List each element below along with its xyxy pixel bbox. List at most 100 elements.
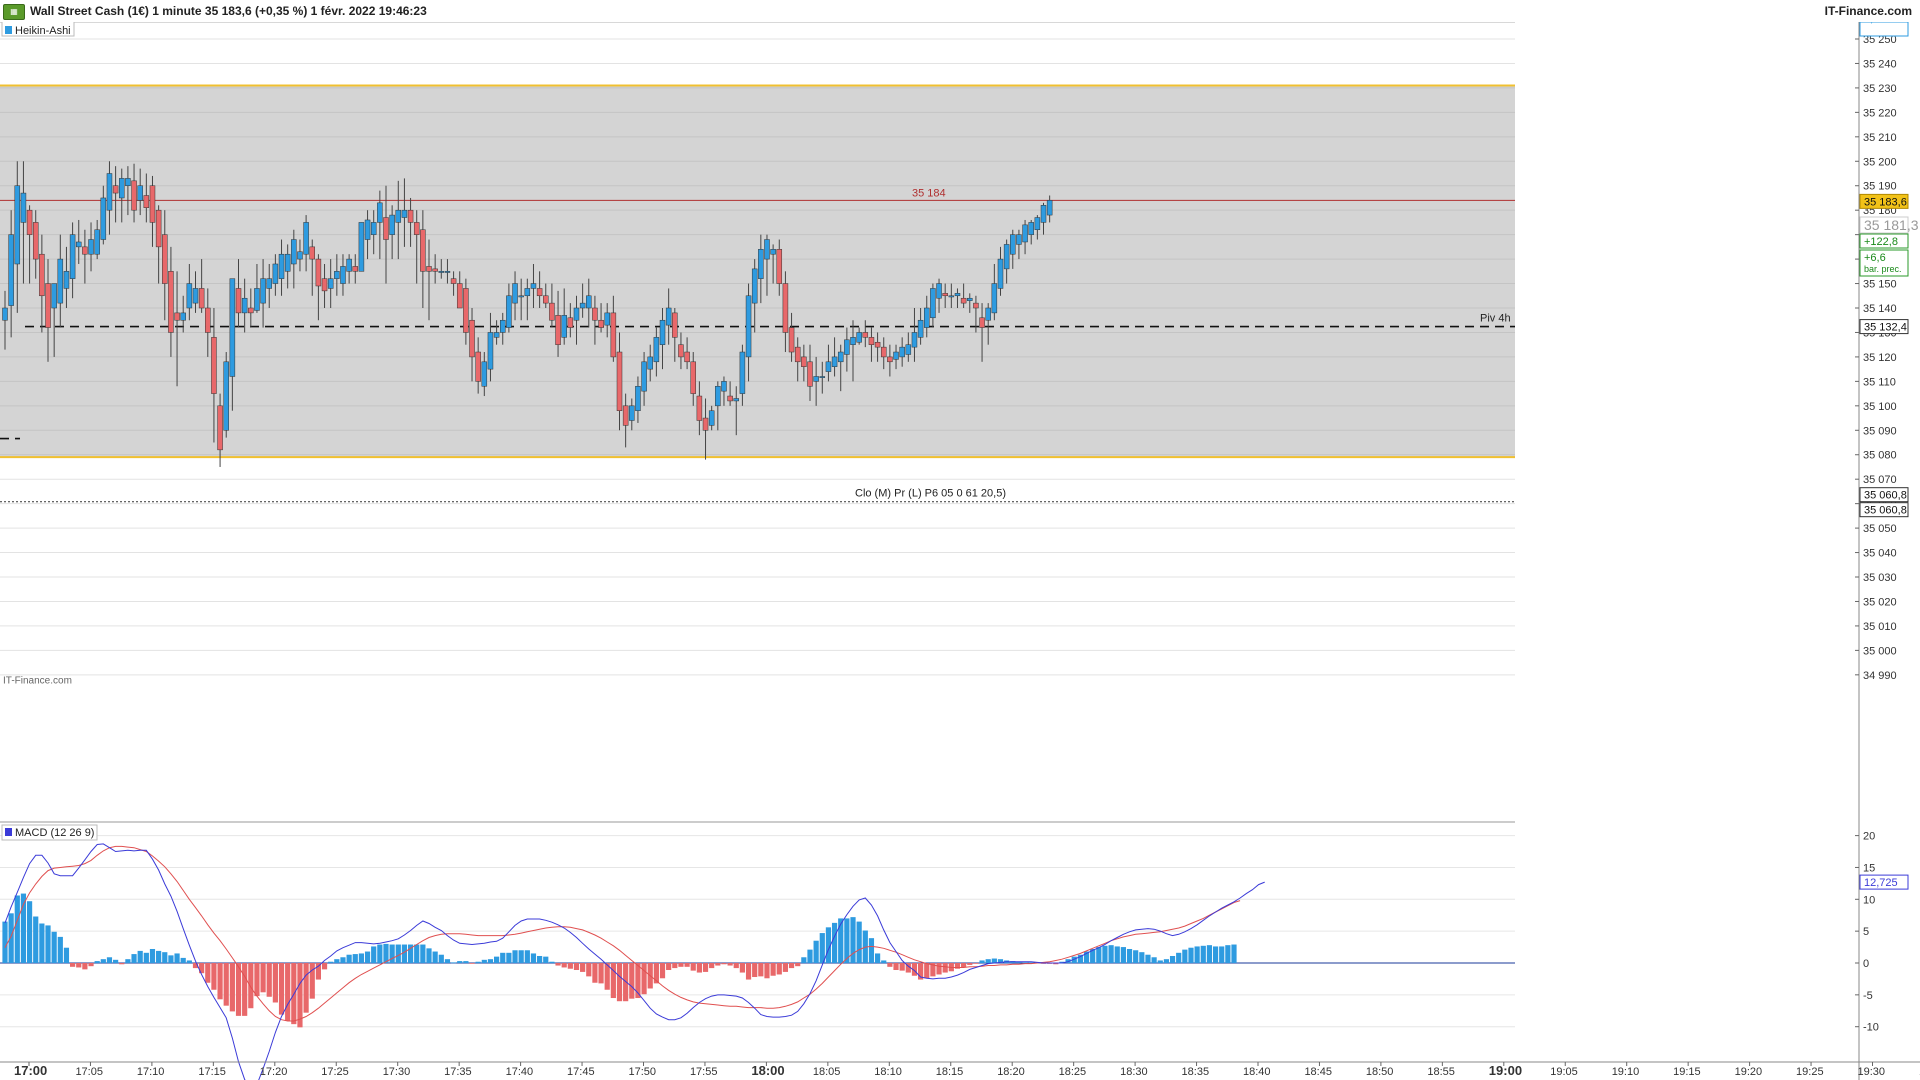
candle-body[interactable] (991, 283, 998, 314)
macd-bar[interactable] (844, 918, 850, 963)
macd-bar[interactable] (113, 959, 119, 963)
macd-bar[interactable] (506, 952, 512, 963)
candle-body[interactable] (696, 395, 703, 421)
candle-body[interactable] (100, 197, 107, 240)
candle-body[interactable] (401, 209, 408, 218)
macd-bar[interactable] (555, 963, 561, 966)
macd-bar[interactable] (100, 959, 106, 963)
macd-bar[interactable] (76, 963, 82, 968)
candle-body[interactable] (444, 271, 451, 273)
candle-body[interactable] (377, 202, 383, 223)
macd-bar[interactable] (278, 963, 285, 1015)
candle-body[interactable] (764, 239, 770, 260)
candle-body[interactable] (586, 295, 592, 309)
macd-bar[interactable] (229, 963, 235, 1012)
macd-bar[interactable] (1053, 963, 1059, 965)
brand-link[interactable]: IT-Finance.com (1824, 4, 1912, 18)
macd-bar[interactable] (131, 954, 137, 963)
candle-body[interactable] (936, 283, 942, 299)
candle-body[interactable] (364, 219, 371, 240)
candle-body[interactable] (751, 268, 758, 304)
candle-body[interactable] (567, 317, 574, 328)
candle-body[interactable] (506, 295, 512, 328)
candle-body[interactable] (930, 288, 936, 319)
macd-bar[interactable] (57, 936, 63, 963)
macd-bar[interactable] (235, 963, 242, 1016)
macd-bar[interactable] (788, 963, 795, 969)
candle-body[interactable] (291, 239, 297, 265)
candle-body[interactable] (850, 337, 856, 345)
macd-bar[interactable] (401, 944, 408, 963)
candle-body[interactable] (149, 185, 156, 223)
macd-bar[interactable] (874, 953, 881, 963)
candle-body[interactable] (622, 405, 629, 426)
candle-body[interactable] (266, 278, 272, 289)
macd-bar[interactable] (8, 913, 14, 963)
candle-body[interactable] (1034, 217, 1041, 230)
candle-body[interactable] (75, 241, 82, 248)
candle-body[interactable] (1016, 234, 1022, 245)
candle-body[interactable] (629, 405, 635, 421)
candle-body[interactable] (1010, 234, 1016, 255)
candle-body[interactable] (733, 398, 740, 402)
macd-bar[interactable] (776, 963, 782, 975)
macd-bar[interactable] (905, 963, 911, 973)
macd-bar[interactable] (358, 953, 365, 963)
candle-body[interactable] (272, 263, 279, 284)
candle-body[interactable] (641, 361, 647, 392)
candle-body[interactable] (874, 341, 881, 348)
macd-bar[interactable] (1126, 948, 1133, 963)
macd-bar[interactable] (1182, 949, 1188, 963)
candle-body[interactable] (106, 173, 113, 211)
candle-body[interactable] (979, 317, 985, 328)
candle-body[interactable] (905, 344, 912, 355)
candle-body[interactable] (137, 185, 143, 201)
macd-bar[interactable] (334, 959, 340, 963)
candle-body[interactable] (57, 258, 64, 304)
macd-bar[interactable] (715, 963, 721, 966)
macd-bar[interactable] (979, 960, 985, 963)
macd-bar[interactable] (186, 960, 192, 963)
candle-body[interactable] (1003, 244, 1010, 270)
macd-bar[interactable] (918, 963, 924, 980)
macd-bar[interactable] (881, 960, 887, 963)
macd-bar[interactable] (1151, 957, 1157, 963)
macd-bar[interactable] (659, 963, 666, 979)
macd-bar[interactable] (653, 963, 659, 984)
candle-body[interactable] (813, 376, 819, 382)
candle-body[interactable] (770, 249, 776, 255)
candle-body[interactable] (678, 344, 684, 358)
candle-body[interactable] (370, 222, 377, 235)
candle-body[interactable] (592, 307, 598, 321)
candle-body[interactable] (254, 288, 260, 311)
candle-body[interactable] (549, 302, 555, 321)
macd-bar[interactable] (512, 950, 518, 963)
macd-bar[interactable] (1114, 946, 1120, 963)
macd-bar[interactable] (82, 963, 88, 970)
macd-bar[interactable] (641, 963, 647, 995)
macd-bar[interactable] (924, 963, 930, 979)
candle-body[interactable] (788, 327, 795, 353)
candle-body[interactable] (856, 332, 862, 343)
macd-bar[interactable] (1022, 962, 1028, 964)
macd-bar[interactable] (63, 947, 70, 963)
macd-bar[interactable] (69, 963, 76, 967)
macd-bar[interactable] (782, 963, 789, 972)
candle-body[interactable] (168, 271, 174, 333)
candle-body[interactable] (561, 315, 567, 338)
candle-body[interactable] (985, 307, 991, 321)
macd-bar[interactable] (377, 944, 383, 963)
macd-bar[interactable] (721, 963, 727, 965)
candle-body[interactable] (801, 356, 807, 367)
macd-bar[interactable] (899, 963, 905, 971)
macd-bar[interactable] (561, 963, 567, 968)
candle-body[interactable] (758, 249, 764, 279)
macd-bar[interactable] (1169, 955, 1176, 963)
macd-bar[interactable] (1059, 961, 1065, 963)
macd-bar[interactable] (1219, 946, 1225, 963)
macd-bar[interactable] (1090, 948, 1096, 963)
macd-bar[interactable] (26, 901, 33, 963)
candle-body[interactable] (346, 258, 352, 272)
macd-bar[interactable] (997, 959, 1004, 963)
candle-body[interactable] (51, 283, 57, 309)
